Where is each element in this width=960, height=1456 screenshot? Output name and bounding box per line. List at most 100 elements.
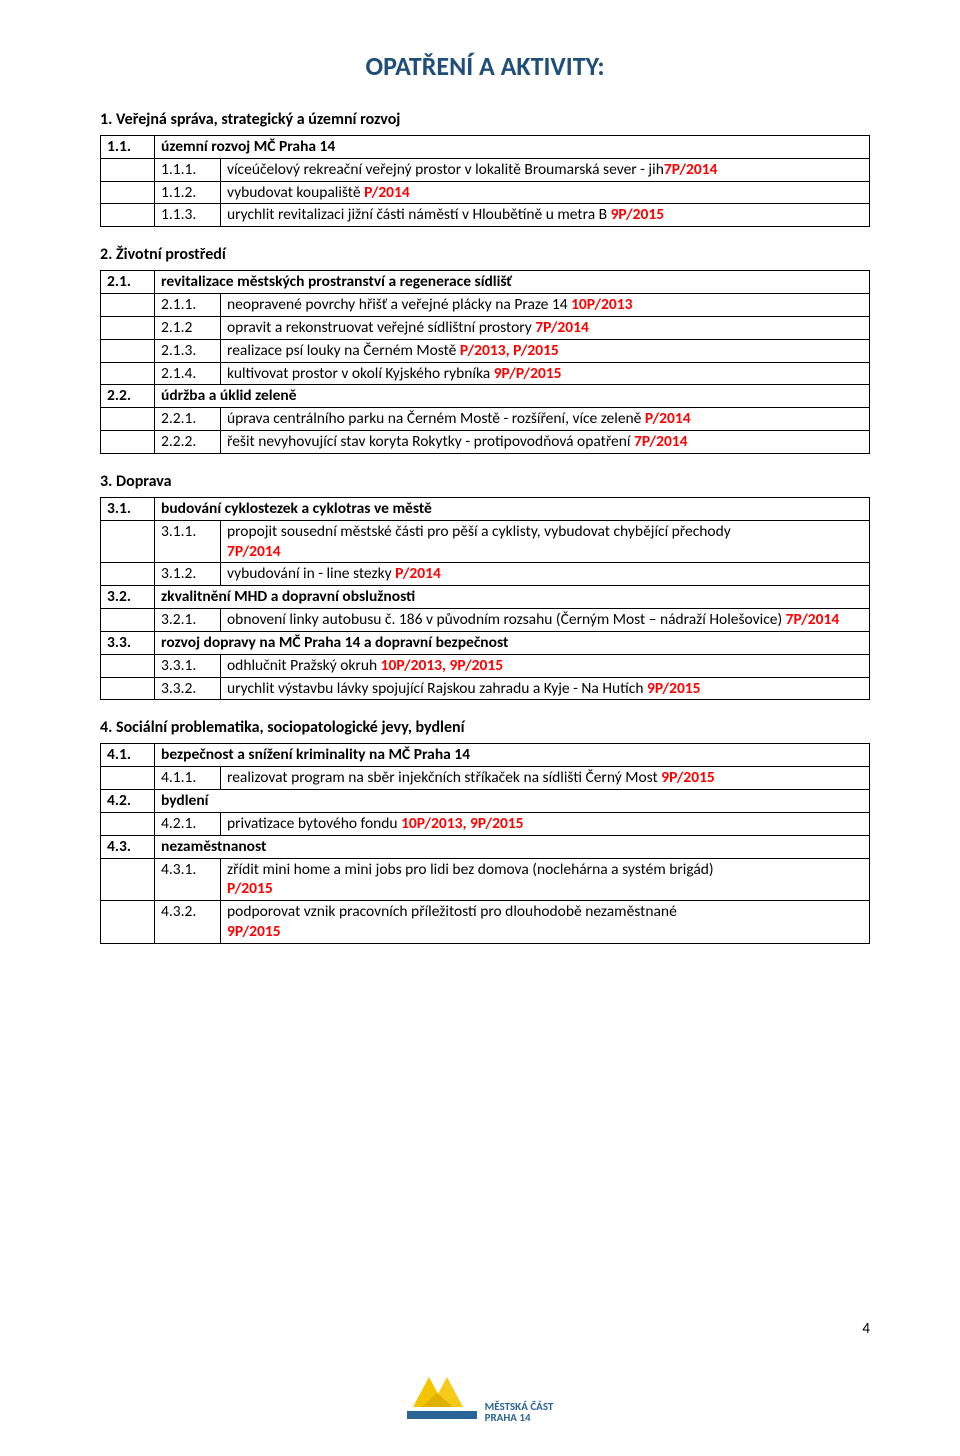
table-row: 2.1. revitalizace městských prostranství… bbox=[101, 271, 870, 294]
row-number: 4.2. bbox=[101, 790, 155, 813]
table-row: 2.1.3. realizace psí louky na Černém Mos… bbox=[101, 339, 870, 362]
table-row: 3.1. budování cyklostezek a cyklotras ve… bbox=[101, 497, 870, 520]
row-number: 3.3.2. bbox=[155, 677, 221, 700]
row-number: 2.2. bbox=[101, 385, 155, 408]
cell-spacer bbox=[101, 767, 155, 790]
red-code: 10P/2013, 9P/2015 bbox=[401, 814, 523, 833]
row-number: 4.3.2. bbox=[155, 901, 221, 944]
cell-spacer bbox=[101, 812, 155, 835]
row-heading: rozvoj dopravy na MČ Praha 14 a dopravní… bbox=[155, 631, 870, 654]
red-code: 9P/P/2015 bbox=[494, 364, 562, 383]
row-text: kultivovat prostor v okolí Kyjského rybn… bbox=[221, 362, 870, 385]
row-text: urychlit výstavbu lávky spojující Rajsko… bbox=[221, 677, 870, 700]
row-number: 1.1.1. bbox=[155, 158, 221, 181]
red-code: 9P/2015 bbox=[611, 205, 665, 224]
red-code: 10P/2013 bbox=[571, 295, 632, 314]
table-row: 4.3.2. podporovat vznik pracovních příle… bbox=[101, 901, 870, 944]
section-2-heading: 2. Životní prostředí bbox=[100, 245, 870, 264]
text: vybudovat koupaliště bbox=[227, 183, 364, 202]
row-text: obnovení linky autobusu č. 186 v původní… bbox=[221, 609, 870, 632]
text: realizace psí louky na Černém Mostě bbox=[227, 341, 460, 360]
table-row: 3.3. rozvoj dopravy na MČ Praha 14 a dop… bbox=[101, 631, 870, 654]
table-row: 4.1.1. realizovat program na sběr injekč… bbox=[101, 767, 870, 790]
cell-spacer bbox=[101, 158, 155, 181]
row-number: 2.2.2. bbox=[155, 431, 221, 454]
cell-spacer bbox=[101, 901, 155, 944]
red-code: P/2014 bbox=[395, 564, 441, 583]
row-number: 2.1.1. bbox=[155, 294, 221, 317]
red-code: P/2015 bbox=[227, 879, 273, 898]
row-text: podporovat vznik pracovních příležitostí… bbox=[221, 901, 870, 944]
row-number: 4.3.1. bbox=[155, 858, 221, 901]
table-row: 2.2. údržba a úklid zeleně bbox=[101, 385, 870, 408]
row-text: urychlit revitalizaci jižní části náměst… bbox=[221, 204, 870, 227]
row-text: řešit nevyhovující stav koryta Rokytky -… bbox=[221, 431, 870, 454]
cell-spacer bbox=[101, 339, 155, 362]
cell-spacer bbox=[101, 520, 155, 563]
row-number: 3.2. bbox=[101, 586, 155, 609]
row-text: zřídit mini home a mini jobs pro lidi be… bbox=[221, 858, 870, 901]
text: odhlučnit Pražský okruh bbox=[227, 656, 381, 675]
row-text: realizace psí louky na Černém Mostě P/20… bbox=[221, 339, 870, 362]
cell-spacer bbox=[101, 431, 155, 454]
cell-spacer bbox=[101, 563, 155, 586]
row-number: 2.1.3. bbox=[155, 339, 221, 362]
row-text: realizovat program na sběr injekčních st… bbox=[221, 767, 870, 790]
cell-spacer bbox=[101, 362, 155, 385]
table-row: 3.1.1. propojit sousední městské části p… bbox=[101, 520, 870, 563]
logo-line2: PRAHA 14 bbox=[485, 1411, 531, 1424]
row-heading: bezpečnost a snížení kriminality na MČ P… bbox=[155, 744, 870, 767]
table-row: 4.3.1. zřídit mini home a mini jobs pro … bbox=[101, 858, 870, 901]
red-code: P/2013, P/2015 bbox=[460, 341, 559, 360]
red-code: 7P/2014 bbox=[786, 610, 840, 629]
section-2-table: 2.1. revitalizace městských prostranství… bbox=[100, 270, 870, 454]
row-heading: údržba a úklid zeleně bbox=[155, 385, 870, 408]
cell-spacer bbox=[101, 677, 155, 700]
text: realizovat program na sběr injekčních st… bbox=[227, 768, 661, 787]
row-number: 1.1.3. bbox=[155, 204, 221, 227]
table-row: 4.3. nezaměstnanost bbox=[101, 835, 870, 858]
row-number: 3.1. bbox=[101, 497, 155, 520]
red-code: P/2014 bbox=[364, 183, 410, 202]
row-heading: zkvalitnění MHD a dopravní obslužnosti bbox=[155, 586, 870, 609]
cell-spacer bbox=[101, 654, 155, 677]
row-number: 4.3. bbox=[101, 835, 155, 858]
logo-text: MĚSTSKÁ ČÁST PRAHA 14 bbox=[485, 1401, 554, 1426]
section-4-table: 4.1. bezpečnost a snížení kriminality na… bbox=[100, 743, 870, 943]
red-code: 9P/2015 bbox=[647, 679, 701, 698]
row-number: 4.2.1. bbox=[155, 812, 221, 835]
cell-spacer bbox=[101, 204, 155, 227]
row-text: neopravené povrchy hřišť a veřejné pláck… bbox=[221, 294, 870, 317]
table-row: 2.1.1. neopravené povrchy hřišť a veřejn… bbox=[101, 294, 870, 317]
row-number: 2.2.1. bbox=[155, 408, 221, 431]
cell-spacer bbox=[101, 408, 155, 431]
row-number: 1.1.2. bbox=[155, 181, 221, 204]
text: urychlit výstavbu lávky spojující Rajsko… bbox=[227, 679, 647, 698]
row-number: 3.2.1. bbox=[155, 609, 221, 632]
text: urychlit revitalizaci jižní části náměst… bbox=[227, 205, 611, 224]
section-1-heading: 1. Veřejná správa, strategický a územní … bbox=[100, 110, 870, 129]
table-row: 1.1.2. vybudovat koupaliště P/2014 bbox=[101, 181, 870, 204]
row-number: 4.1.1. bbox=[155, 767, 221, 790]
table-row: 2.2.1. úprava centrálního parku na Černé… bbox=[101, 408, 870, 431]
cell-spacer bbox=[101, 858, 155, 901]
table-row: 1.1.3. urychlit revitalizaci jižní části… bbox=[101, 204, 870, 227]
text: neopravené povrchy hřišť a veřejné pláck… bbox=[227, 295, 571, 314]
row-text: propojit sousední městské části pro pěší… bbox=[221, 520, 870, 563]
text: podporovat vznik pracovních příležitostí… bbox=[227, 902, 677, 921]
row-number: 2.1.2 bbox=[155, 316, 221, 339]
row-number: 2.1.4. bbox=[155, 362, 221, 385]
red-code: 7P/2014 bbox=[634, 432, 688, 451]
red-code: 7P/2014 bbox=[227, 542, 281, 561]
text: zřídit mini home a mini jobs pro lidi be… bbox=[227, 860, 714, 879]
red-code: 10P/2013, 9P/2015 bbox=[381, 656, 503, 675]
row-number: 3.1.1. bbox=[155, 520, 221, 563]
text: úprava centrálního parku na Černém Mostě… bbox=[227, 409, 645, 428]
footer-inner: MĚSTSKÁ ČÁST PRAHA 14 bbox=[407, 1373, 554, 1426]
row-heading: budování cyklostezek a cyklotras ve měst… bbox=[155, 497, 870, 520]
table-row: 3.3.1. odhlučnit Pražský okruh 10P/2013,… bbox=[101, 654, 870, 677]
table-row: 1.1. územní rozvoj MČ Praha 14 bbox=[101, 136, 870, 159]
row-heading: nezaměstnanost bbox=[155, 835, 870, 858]
text: opravit a rekonstruovat veřejné sídlištn… bbox=[227, 318, 535, 337]
text: řešit nevyhovující stav koryta Rokytky -… bbox=[227, 432, 634, 451]
